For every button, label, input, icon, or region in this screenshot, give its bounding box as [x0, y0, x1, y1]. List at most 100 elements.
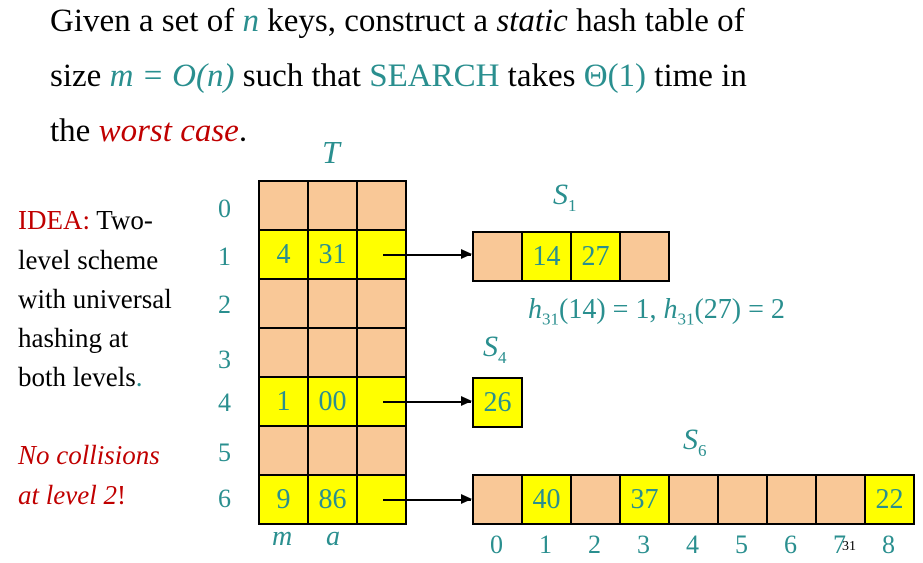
t-cell	[356, 425, 407, 476]
text: keys, construct a	[258, 3, 497, 39]
s1-cell: 14	[521, 231, 572, 282]
text: such that	[234, 58, 370, 94]
row-index: 4	[218, 388, 231, 417]
subscript: 4	[498, 348, 507, 367]
period: .	[135, 362, 143, 392]
s6-index: 2	[588, 530, 601, 559]
subscript: 6	[698, 441, 707, 460]
idea-line-5: both levels.	[18, 362, 142, 393]
t-cell	[307, 327, 358, 378]
s1-cell	[619, 231, 670, 282]
t-cell	[307, 278, 358, 329]
s6-label: S6	[683, 423, 707, 461]
idea-line-2: level scheme	[18, 245, 159, 275]
s6-index: 1	[539, 530, 552, 559]
page-number: 31	[842, 539, 856, 554]
subscript: 1	[568, 196, 577, 215]
idea-line-4: hashing at	[18, 323, 129, 353]
t-cell	[258, 278, 309, 329]
text: Two-	[89, 205, 153, 235]
text: time in	[646, 58, 747, 94]
s6-cell: 22	[864, 474, 915, 525]
s6-index: 5	[735, 530, 748, 559]
row-index: 6	[218, 484, 231, 513]
text: .	[238, 113, 248, 149]
s6-cell	[815, 474, 866, 525]
no-collisions-line-2: at level 2!	[18, 480, 126, 511]
size-expression: m = O(n)	[109, 58, 235, 94]
s6-index: 0	[490, 530, 503, 559]
s6-cell	[717, 474, 768, 525]
row-index: 3	[218, 345, 231, 374]
t-cell	[356, 278, 407, 329]
s6-cell: 40	[521, 474, 572, 525]
t-cell: 9	[258, 474, 309, 525]
t-cell: 86	[307, 474, 358, 525]
s6-index: 3	[637, 530, 650, 559]
heading-line-3: the worst case.	[50, 113, 247, 150]
heading-line-2: size m = O(n) such that SEARCH takes Θ(1…	[50, 58, 747, 95]
text: at level 2	[18, 480, 117, 510]
subscript: 31	[677, 309, 695, 329]
search-word: SEARCH	[369, 58, 500, 94]
s6-index: 4	[686, 530, 699, 559]
text: S	[683, 423, 698, 456]
pointer-arrow-row-4	[383, 397, 472, 405]
t-cell: 00	[307, 376, 358, 427]
col-label-a: a	[326, 521, 340, 552]
t-cell: 31	[307, 229, 358, 280]
text: h	[528, 294, 542, 325]
text: hash table of	[567, 3, 745, 39]
s6-index: 6	[784, 530, 797, 559]
pointer-arrow-row-1	[383, 250, 472, 258]
s1-cell: 27	[570, 231, 621, 282]
s6-cell	[472, 474, 523, 525]
col-label-m: m	[272, 521, 293, 552]
subscript: 31	[542, 309, 559, 329]
row-index: 0	[218, 194, 231, 223]
row-index: 1	[218, 242, 231, 271]
static-word: static	[496, 3, 568, 39]
row-index: 5	[218, 438, 231, 467]
s6-cell	[668, 474, 719, 525]
text: Given a set of	[50, 3, 243, 39]
text: S	[483, 330, 498, 363]
text: (27) = 2	[694, 294, 785, 325]
t-cell	[258, 327, 309, 378]
text: the	[50, 113, 99, 149]
text: takes	[499, 58, 584, 94]
t-cell	[258, 425, 309, 476]
bang: !	[116, 480, 126, 510]
t-cell	[258, 180, 309, 231]
s1-cell	[472, 231, 523, 282]
text: (14) = 1,	[559, 294, 664, 325]
t-cell	[307, 425, 358, 476]
table-t-title: T	[322, 134, 340, 170]
t-cell	[356, 180, 407, 231]
s6-cell	[570, 474, 621, 525]
text: size	[50, 58, 110, 94]
text: S	[553, 178, 568, 211]
text: both levels	[18, 362, 136, 392]
s4-label: S4	[483, 330, 507, 368]
row-index: 2	[218, 290, 231, 319]
t-cell	[307, 180, 358, 231]
s6-cell	[766, 474, 817, 525]
pointer-arrow-row-6	[383, 495, 472, 503]
s6-index: 7	[833, 530, 846, 559]
text: h	[663, 294, 678, 325]
idea-line-1: IDEA: Two-	[18, 205, 153, 236]
no-collisions-line-1: No collisions	[18, 440, 160, 470]
t-cell: 1	[258, 376, 309, 427]
s6-cell: 37	[619, 474, 670, 525]
idea-label: IDEA:	[18, 205, 90, 235]
t-cell	[356, 327, 407, 378]
var-n: n	[242, 3, 259, 39]
s1-label: S1	[553, 178, 577, 216]
t-cell: 4	[258, 229, 309, 280]
idea-line-3: with universal	[18, 284, 172, 314]
s4-cell: 26	[472, 377, 523, 428]
heading-line-1: Given a set of n keys, construct a stati…	[50, 3, 745, 40]
hash-equation: h31(14) = 1, h31(27) = 2	[528, 294, 785, 330]
theta-expression: Θ(1)	[583, 58, 647, 94]
